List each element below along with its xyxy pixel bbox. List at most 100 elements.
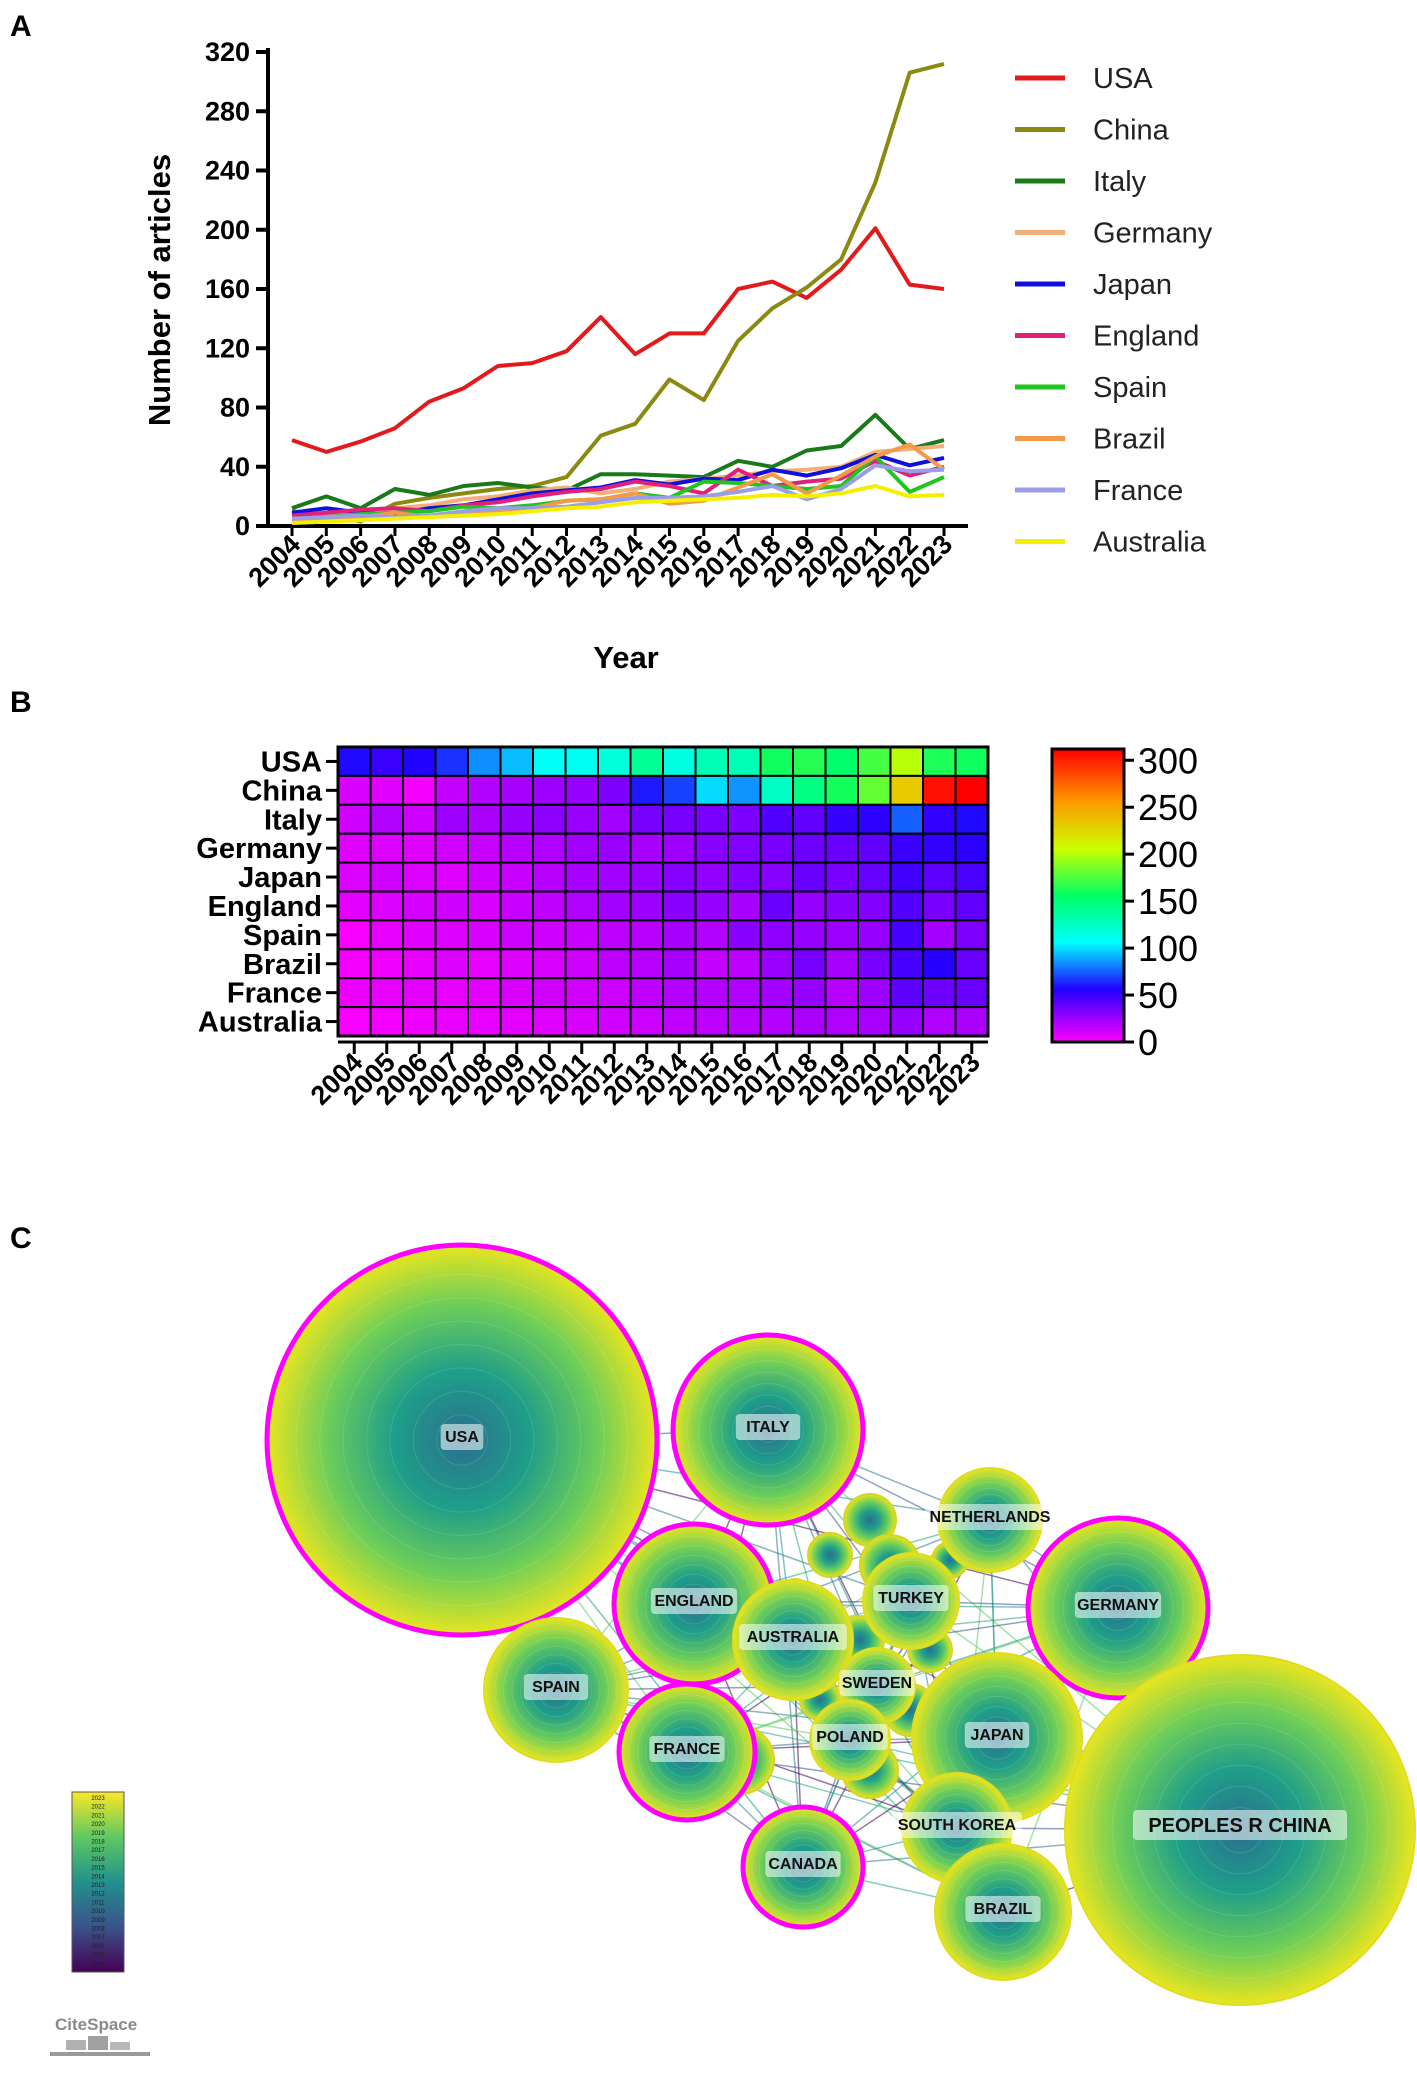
heatmap-cell <box>564 1006 599 1037</box>
network-label-bg <box>649 1736 725 1762</box>
network-node-ring <box>944 1853 1062 1971</box>
heatmap-cell <box>857 803 892 835</box>
legend-label-usa: USA <box>1093 63 1153 95</box>
heatmap-cell <box>954 890 989 922</box>
heatmap-cell <box>857 746 892 777</box>
heatmap-cell <box>857 774 892 806</box>
heatmap-cell <box>499 774 534 806</box>
heatmap-cell <box>889 861 924 893</box>
heatmap-cell <box>337 919 372 951</box>
heatmap-cell <box>629 919 664 951</box>
heatmap-cell <box>954 948 989 980</box>
network-label-bg <box>812 1724 888 1750</box>
heatmap-cell <box>759 890 794 922</box>
y-tick-label: 240 <box>205 156 250 186</box>
row-label: China <box>241 775 322 807</box>
network-node-label: SPAIN <box>532 1679 580 1696</box>
heatmap-cell <box>532 977 567 1009</box>
heatmap-cell <box>694 774 729 806</box>
heatmap-cell <box>759 774 794 806</box>
heatmap-cell <box>922 803 957 835</box>
series-line-china <box>291 61 945 524</box>
panel-label-b: B <box>10 686 32 719</box>
year-legend-label: 2019 <box>91 1831 105 1837</box>
heatmap-cell <box>369 774 404 806</box>
heatmap-cell <box>759 832 794 864</box>
heatmap-cell <box>434 1006 469 1037</box>
heatmap-cell <box>402 746 437 777</box>
year-legend-label: 2005 <box>91 1953 105 1959</box>
heatmap-cell <box>629 832 664 864</box>
heatmap-cell <box>889 890 924 922</box>
heatmap-cell <box>694 977 729 1009</box>
heatmap-cell <box>824 948 859 980</box>
heatmap-cell <box>922 832 957 864</box>
row-label: France <box>227 978 322 1010</box>
year-legend-label: 2018 <box>91 1840 105 1846</box>
heatmap-cell <box>337 803 372 835</box>
series-line-brazil <box>291 442 946 524</box>
heatmap-cell <box>759 861 794 893</box>
network-label-bg <box>739 1624 847 1650</box>
year-legend-gradient <box>71 1791 125 1973</box>
heatmap-cell <box>564 977 599 1009</box>
heatmap-cell <box>922 1006 957 1037</box>
network-label-bg <box>650 1588 738 1614</box>
heatmap-cell <box>467 774 502 806</box>
heatmap-cell <box>694 890 729 922</box>
y-tick-label: 0 <box>235 511 250 541</box>
network-node-ring <box>952 1861 1054 1963</box>
network-node-ring <box>319 1297 605 1583</box>
heatmap-cell <box>662 803 697 835</box>
network-label-bg <box>964 1722 1030 1748</box>
row-label: Spain <box>243 920 322 952</box>
heatmap-cell <box>792 832 827 864</box>
heatmap-cell <box>824 977 859 1009</box>
heatmap-cell <box>954 919 989 951</box>
heatmap-cell <box>694 861 729 893</box>
network-node-label: ITALY <box>746 1419 790 1436</box>
year-legend-label: 2009 <box>91 1918 105 1924</box>
heatmap-cell <box>629 861 664 893</box>
heatmap-cell <box>434 746 469 777</box>
heatmap-cell <box>499 832 534 864</box>
citespace-logo: CiteSpace <box>50 2015 150 2056</box>
network-node-label: USA <box>445 1429 479 1446</box>
heatmap-cell <box>629 890 664 922</box>
network-node-label: NETHERLANDS <box>930 1509 1051 1526</box>
network-minor-node <box>807 1532 853 1578</box>
heatmap-cell <box>597 890 632 922</box>
network-node-ring <box>954 1695 1040 1781</box>
logo-block <box>110 2042 130 2050</box>
heatmap-cell <box>759 919 794 951</box>
heatmap-cell <box>727 890 762 922</box>
row-label: USA <box>261 746 322 778</box>
series-line-australia <box>291 484 945 525</box>
y-axis-title: Number of articles <box>142 154 177 426</box>
heatmap-cell <box>499 861 534 893</box>
heatmap-cell <box>792 803 827 835</box>
logo-block <box>66 2040 86 2050</box>
heatmap-cell <box>759 746 794 777</box>
network-node-label: GERMANY <box>1077 1597 1159 1614</box>
network-node-label: BRAZIL <box>974 1901 1033 1918</box>
heatmap-cell <box>532 1006 567 1037</box>
line-chart-legend: USA China Italy Germany Japan England Spain Bra… <box>1015 63 1213 559</box>
heatmap-cell <box>597 832 632 864</box>
heatmap-cell <box>532 890 567 922</box>
heatmap-cell <box>402 1006 437 1037</box>
panel-label-c: C <box>10 1222 32 1255</box>
year-legend-label: 2022 <box>91 1805 105 1811</box>
heatmap-cell <box>597 948 632 980</box>
heatmap-cell <box>337 774 372 806</box>
heatmap-cell <box>792 1006 827 1037</box>
heatmap-cell <box>694 832 729 864</box>
heatmap-cell <box>434 890 469 922</box>
heatmap-cell <box>597 774 632 806</box>
heatmap-cell <box>629 948 664 980</box>
heatmap-cell <box>629 746 664 777</box>
legend-label-england: England <box>1093 321 1199 353</box>
network-label-bg <box>925 1504 1055 1530</box>
colorbar-tick-label: 300 <box>1138 740 1198 781</box>
heatmap-cell <box>499 890 534 922</box>
